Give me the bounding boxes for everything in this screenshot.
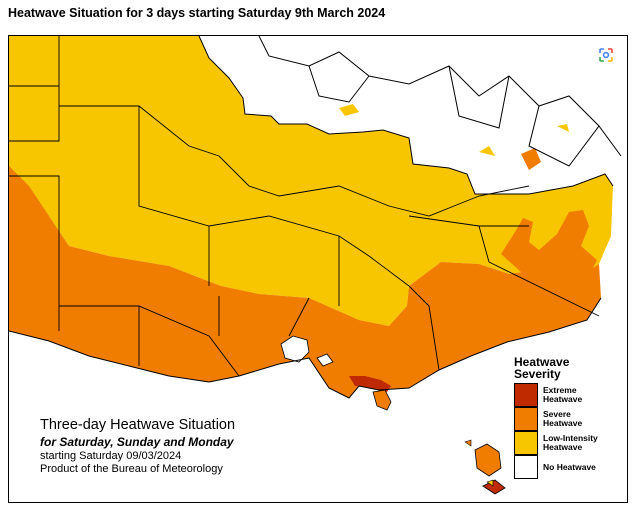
wilsons-promontory [372,389,392,411]
legend-title-line1: Heatwave [514,355,570,369]
state-border [198,36,622,195]
legend-swatch-no-heatwave [514,455,538,479]
region-severe-patch-a [521,148,541,170]
legend-swatch-severe [514,407,538,431]
legend-label-severe: Severe Heatwave [543,410,603,428]
region-low-intensity-northwest [9,36,613,326]
legend-title-line2: Severity [514,367,561,381]
legend-label-extreme-line2: Heatwave [543,394,583,404]
region-severe-east [501,210,597,282]
map-svg [9,36,622,495]
legend-label-severe-line2: Heatwave [543,418,583,428]
legend-label-low-intensity-line1: Low-Intensity [543,433,598,443]
legend: Heatwave Severity Extreme Heatwave Sever… [514,356,603,479]
heatwave-map [8,35,628,503]
island-small-1 [464,439,472,447]
legend-label-low-intensity: Low-Intensity Heatwave [543,434,603,452]
western-port-bay [316,353,334,367]
island-south-east [482,479,506,495]
legend-label-no-heatwave: No Heatwave [543,461,603,472]
region-low-patch-c [557,124,569,132]
caption-title: Three-day Heatwave Situation [40,417,236,433]
island-north-east [474,443,502,477]
legend-label-extreme-line1: Extreme [543,385,577,395]
island-small-2 [486,479,494,487]
legend-item-low-intensity: Low-Intensity Heatwave [514,431,603,455]
legend-item-no-heatwave: No Heatwave [514,455,603,479]
legend-item-severe: Severe Heatwave [514,407,603,431]
legend-label-extreme: Extreme Heatwave [543,386,603,404]
region-severe-southwest [9,166,601,398]
legend-item-extreme: Extreme Heatwave [514,383,603,407]
google-lens-icon [599,48,613,62]
coastline [9,297,602,399]
legend-title: Heatwave Severity [514,356,603,380]
region-low-patch-a [339,104,359,116]
legend-label-low-intensity-line2: Heatwave [543,442,583,452]
region-extreme [349,376,391,392]
page-title: Heatwave Situation for 3 days starting S… [8,6,386,20]
district-boundaries [9,36,600,377]
map-caption: Three-day Heatwave Situation for Saturda… [40,417,235,475]
caption-subtitle: for Saturday, Sunday and Monday [40,435,234,449]
legend-swatch-low-intensity [514,431,538,455]
google-lens-button[interactable] [593,42,619,68]
region-low-patch-b [479,146,495,156]
legend-label-severe-line1: Severe [543,409,571,419]
caption-date: starting Saturday 09/03/2024 [40,450,182,462]
caption-source: Product of the Bureau of Meteorology [40,463,223,475]
port-phillip-bay [280,335,310,363]
legend-label-no-heatwave-line1: No Heatwave [543,461,596,472]
legend-swatch-extreme [514,383,538,407]
